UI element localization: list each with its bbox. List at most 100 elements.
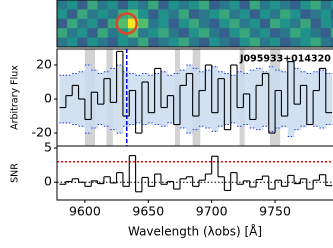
x-axis-label: Wavelength (λobs) [Å] — [128, 224, 262, 239]
error-band — [97, 73, 105, 125]
heatmap-cell — [67, 37, 78, 47]
heatmap-cell — [87, 37, 99, 47]
error-band — [160, 71, 168, 127]
heatmap-cell — [219, 37, 230, 47]
error-band — [116, 64, 124, 134]
heatmap-cell — [229, 28, 241, 39]
error-band — [262, 71, 270, 127]
error-band — [306, 73, 314, 125]
heatmap-cell — [249, 9, 261, 20]
heatmap-cell — [270, 9, 281, 20]
heatmap-cell — [107, 28, 119, 39]
heatmap-cell — [290, 28, 301, 39]
heatmap-cell — [148, 9, 159, 20]
heatmap-cell — [310, 9, 322, 20]
heatmap-cell — [128, 0, 139, 10]
heatmap-cell — [67, 28, 78, 39]
heatmap-cell — [209, 28, 220, 39]
heatmap-cell — [148, 18, 159, 29]
heatmap-cell — [219, 18, 230, 29]
heatmap-cell — [229, 0, 241, 10]
error-band — [287, 61, 295, 137]
heatmap-cell — [148, 37, 159, 47]
heatmap-cell — [280, 37, 291, 47]
heatmap-cell — [249, 37, 261, 47]
heatmap-cell — [67, 0, 78, 10]
heatmap-cell — [178, 0, 190, 10]
heatmap-cell — [57, 18, 68, 29]
heatmap-cell — [77, 28, 88, 39]
heatmap-cell — [290, 18, 301, 29]
heatmap-cell — [199, 0, 210, 10]
heatmap-cell — [249, 28, 261, 39]
heatmap-cell — [229, 37, 241, 47]
heatmap-cell — [117, 18, 129, 29]
heatmap-cell — [107, 0, 119, 10]
heatmap-cell — [300, 28, 312, 39]
x-tick-label: 9700 — [196, 204, 228, 219]
error-band — [154, 73, 162, 125]
panel — [57, 155, 333, 193]
error-band — [110, 68, 117, 130]
heatmap-cell — [57, 9, 68, 20]
error-band — [141, 73, 149, 125]
error-band — [224, 73, 231, 125]
heatmap-cell — [320, 18, 332, 29]
heatmap-cell — [209, 9, 220, 20]
heatmap-cell — [188, 0, 200, 10]
heatmap-cell — [219, 28, 230, 39]
heatmap-cell — [158, 18, 170, 29]
error-band — [211, 66, 219, 132]
heatmap-cell — [188, 9, 200, 20]
heatmap-cell — [178, 18, 190, 29]
y-tick-label: 20 — [36, 56, 52, 71]
x-tick-label: 9600 — [69, 204, 101, 219]
heatmap-cell — [168, 28, 180, 39]
heatmap-cell — [188, 18, 200, 29]
heatmap-cell — [57, 37, 68, 47]
heatmap-cell — [209, 18, 220, 29]
error-band — [179, 70, 187, 128]
target-circle — [115, 12, 138, 35]
heatmap-cell — [117, 0, 129, 10]
error-band — [249, 70, 257, 128]
heatmap-cell — [229, 9, 241, 20]
heatmap-cell — [199, 18, 210, 29]
heatmap-cell — [199, 37, 210, 47]
error-band — [294, 68, 301, 130]
heatmap-cell — [300, 18, 312, 29]
error-band — [237, 71, 244, 127]
heatmap-cell — [320, 37, 332, 47]
heatmap-cell — [178, 28, 190, 39]
heatmap-cell — [138, 37, 149, 47]
heatmap-cell — [128, 18, 139, 29]
heatmap-cell — [209, 0, 220, 10]
error-band — [199, 71, 206, 127]
y-tick-label: 5 — [44, 140, 52, 155]
heatmap-cell — [300, 0, 312, 10]
error-band — [218, 71, 225, 127]
y-axis-label: Arbitrary Flux — [10, 65, 21, 130]
heatmap-cell — [148, 28, 159, 39]
heatmap-cell — [168, 37, 180, 47]
heatmap-cell — [57, 0, 68, 10]
heatmap-cell — [168, 9, 180, 20]
heatmap-cell — [57, 28, 68, 39]
heatmap-cell — [310, 37, 322, 47]
error-band — [135, 75, 143, 123]
error-band — [281, 71, 289, 127]
heatmap-cell — [188, 28, 200, 39]
heatmap-cell — [97, 18, 109, 29]
heatmap-cell — [128, 37, 139, 47]
heatmap-cell — [97, 37, 109, 47]
heatmap-cell — [310, 0, 322, 10]
x-tick-label: 9650 — [132, 204, 164, 219]
heatmap-cell — [259, 18, 271, 29]
heatmap-cell — [290, 0, 301, 10]
error-band — [65, 75, 73, 123]
heatmap-cell — [77, 0, 88, 10]
heatmap-cell — [290, 9, 301, 20]
heatmap-cell — [77, 37, 88, 47]
heatmap-cell — [138, 9, 149, 20]
